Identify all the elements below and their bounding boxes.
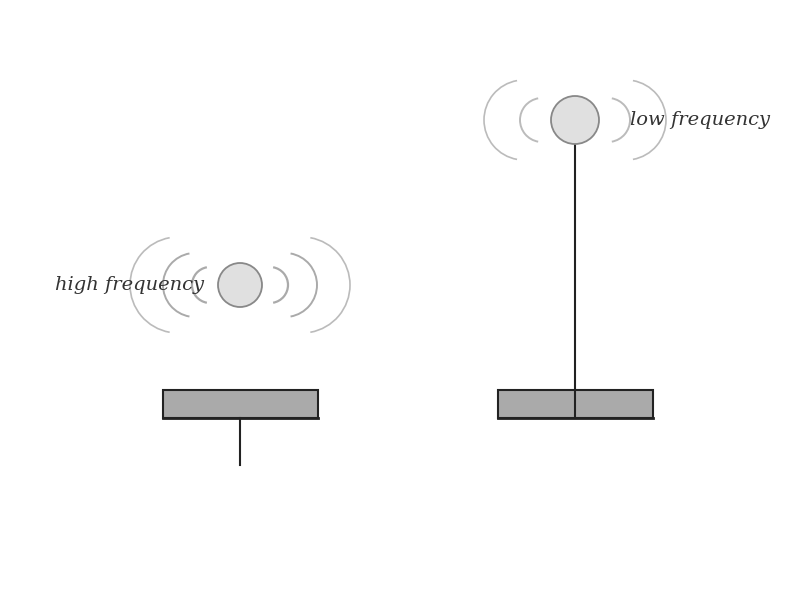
Ellipse shape bbox=[551, 96, 599, 144]
Bar bbox=[162, 390, 318, 418]
Ellipse shape bbox=[218, 263, 262, 307]
Text: high frequency: high frequency bbox=[55, 276, 204, 294]
Text: low frequency: low frequency bbox=[630, 111, 770, 129]
Bar bbox=[498, 390, 653, 418]
